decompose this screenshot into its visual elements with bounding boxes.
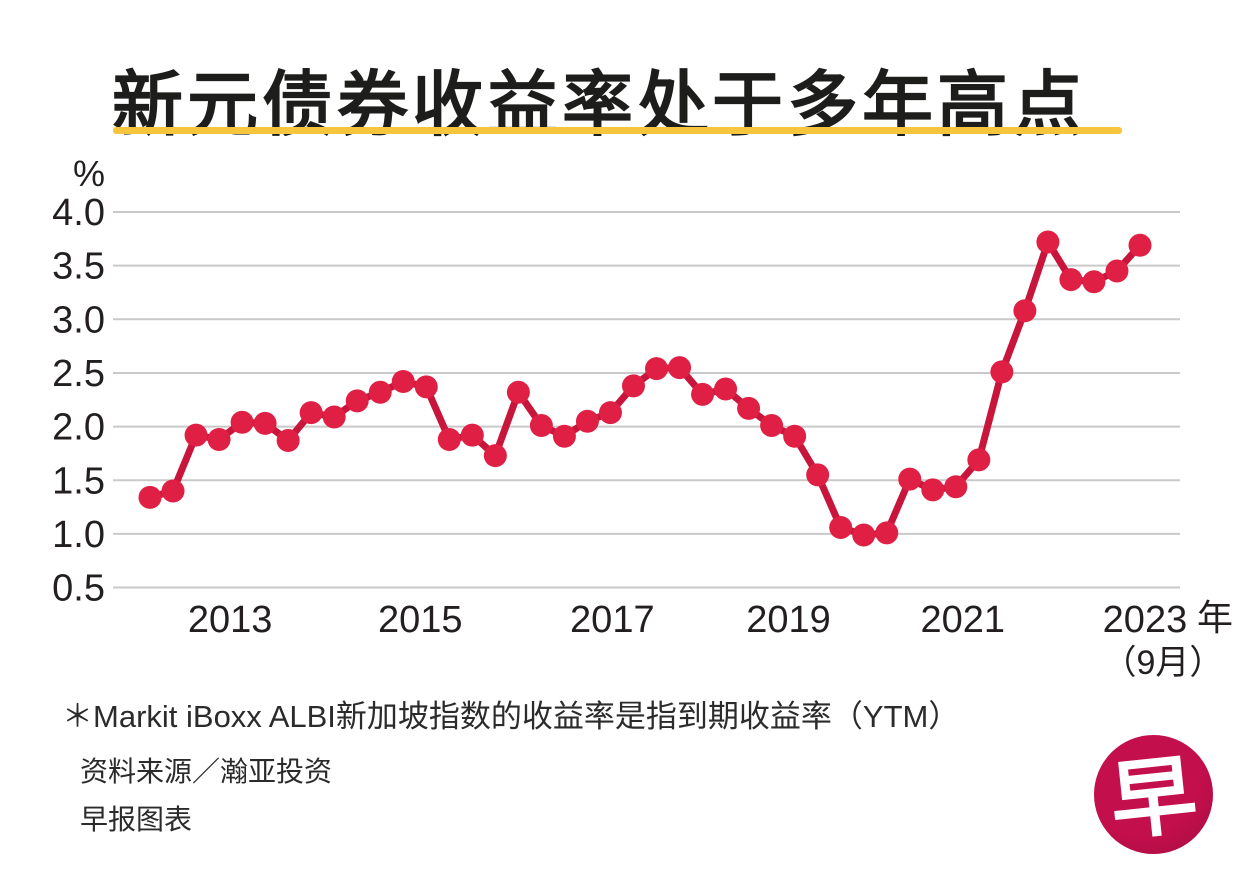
x-axis-tick-label: 2017: [570, 599, 655, 641]
data-point: [253, 411, 277, 435]
y-axis-tick-label: 1.5: [52, 460, 105, 502]
data-point: [691, 382, 715, 406]
data-point: [161, 479, 185, 503]
data-point: [829, 515, 853, 539]
y-axis-tick-label: 3.0: [52, 299, 105, 341]
zaobao-logo: 早: [1094, 735, 1213, 854]
data-point: [852, 523, 876, 547]
data-point: [598, 401, 622, 425]
data-point: [760, 414, 784, 438]
data-point: [1036, 230, 1060, 254]
data-point: [806, 463, 830, 487]
x-axis-tick-label: 2013: [188, 599, 273, 641]
data-point: [368, 380, 392, 404]
data-point: [714, 377, 738, 401]
data-point: [345, 389, 369, 413]
x-axis-tick-label: 2019: [746, 599, 831, 641]
y-axis-unit-label: %: [73, 153, 105, 194]
y-axis-tick-label: 4.0: [52, 192, 105, 234]
source-credit: 资料来源／瀚亚投资: [80, 756, 333, 787]
y-axis-tick-label: 3.5: [52, 246, 105, 288]
x-axis-tick-label: 2015: [378, 599, 463, 641]
data-point: [230, 410, 254, 434]
x-axis-tick-label: 2021: [921, 599, 1006, 641]
data-point: [460, 423, 484, 447]
x-axis-year-suffix: 年: [1197, 597, 1233, 638]
data-point: [1059, 268, 1083, 292]
data-point: [138, 485, 162, 509]
title-underline-accent: [113, 127, 1122, 134]
y-axis-tick-label: 1.0: [52, 514, 105, 556]
data-point: [437, 427, 461, 451]
data-point: [668, 356, 692, 380]
data-point: [783, 424, 807, 448]
data-point: [898, 467, 922, 491]
data-point: [483, 444, 507, 468]
data-point: [921, 478, 945, 502]
data-point: [621, 374, 645, 398]
data-point: [575, 409, 599, 433]
data-point: [1105, 259, 1129, 283]
chart-footnote: ＊Markit iBoxx ALBI新加坡指数的收益率是指到期收益率（YTM）: [62, 699, 960, 734]
data-point: [391, 370, 415, 394]
y-axis-tick-label: 0.5: [52, 568, 105, 610]
zaobao-logo-glyph: 早: [1105, 746, 1201, 852]
source-block: 资料来源／瀚亚投资 早报图表: [80, 758, 332, 854]
data-point: [207, 427, 231, 451]
y-axis-tick-label: 2.0: [52, 407, 105, 449]
data-point: [1082, 270, 1106, 294]
data-point: [645, 357, 669, 381]
data-point: [944, 475, 968, 499]
data-point: [299, 401, 323, 425]
data-point: [506, 380, 530, 404]
x-axis-tick-label: 2023: [1103, 599, 1188, 641]
yield-series-line: [146, 238, 1144, 539]
data-point: [184, 423, 208, 447]
data-point: [967, 448, 991, 472]
data-point: [552, 424, 576, 448]
y-axis-tick-label: 2.5: [52, 353, 105, 395]
data-point: [322, 405, 346, 429]
data-point: [276, 429, 300, 453]
data-point: [875, 521, 899, 545]
data-point: [1128, 233, 1152, 257]
data-point: [990, 360, 1014, 384]
publisher-credit: 早报图表: [80, 804, 193, 835]
data-point: [529, 414, 553, 438]
x-axis-month-sublabel: （9月）: [1102, 644, 1223, 682]
data-point: [414, 375, 438, 399]
data-point: [1013, 299, 1037, 323]
data-point: [737, 396, 761, 420]
